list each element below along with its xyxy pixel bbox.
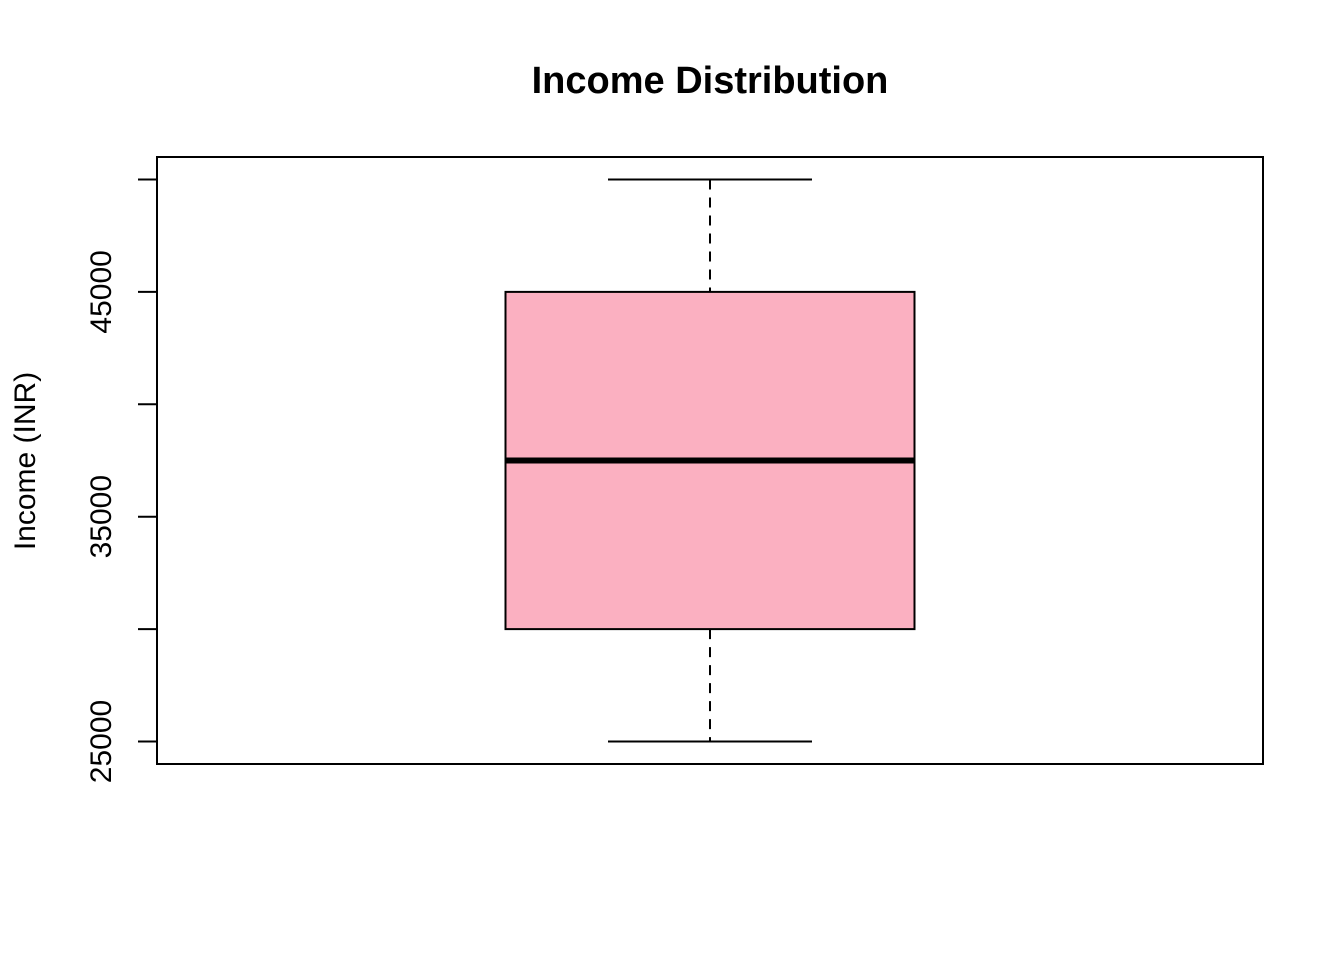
- y-axis-label: Income (INR): [9, 372, 42, 550]
- box-group: [504, 178, 916, 743]
- y-axis-ticks: 25000 35000 45000: [85, 178, 157, 783]
- y-tick-label: 25000: [85, 700, 118, 783]
- y-tick-label: 35000: [85, 475, 118, 558]
- chart-title: Income Distribution: [532, 60, 889, 102]
- y-tick-label: 45000: [85, 250, 118, 333]
